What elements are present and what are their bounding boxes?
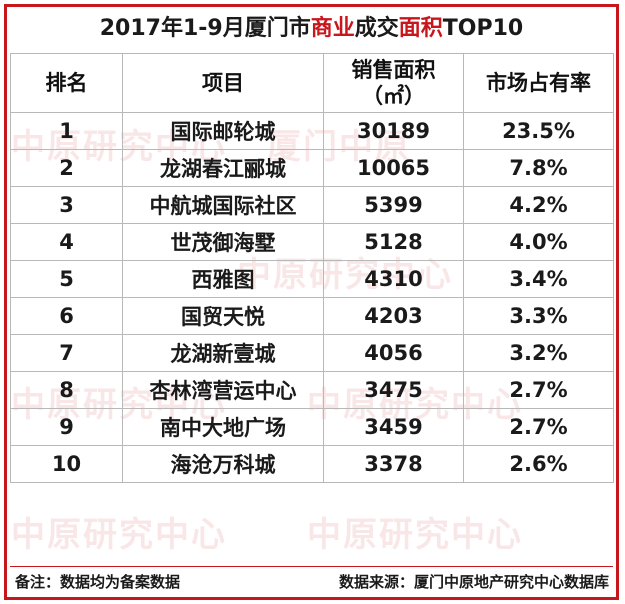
cell-area: 3378 [323,445,464,483]
cell-rank: 9 [10,408,123,446]
header-project: 项目 [122,53,324,113]
table-row: 2 龙湖春江郦城 10065 7.8% [10,149,614,187]
title-part: 成交 [354,16,399,41]
cell-rank: 7 [10,334,123,372]
title-highlight: 面积 [398,16,443,41]
table-row: 1 国际邮轮城 30189 23.5% [10,112,614,150]
cell-area: 5399 [323,186,464,224]
cell-share: 2.7% [463,371,614,409]
cell-project: 海沧万科城 [122,445,324,483]
watermark: 中原研究中心 [307,515,523,555]
cell-project: 龙湖新壹城 [122,334,324,372]
cell-project: 西雅图 [122,260,324,298]
header-row: 排名 项目 销售面积 （㎡） 市场占有率 [10,53,614,113]
header-area-line1: 销售面积 [351,58,436,82]
table-frame: 中原研究中心 厦门中原 中原研究中心 中原研究中心 中原研究中心 中原研究中心 … [4,4,619,600]
footer-note: 备注：数据均为备案数据 [15,573,181,591]
cell-project: 南中大地广场 [122,408,324,446]
cell-area: 10065 [323,149,464,187]
cell-area: 4203 [323,297,464,335]
cell-rank: 5 [10,260,123,298]
cell-project: 中航城国际社区 [122,186,324,224]
header-area-line2: （㎡） [362,84,425,108]
header-area: 销售面积 （㎡） [323,53,464,113]
cell-share: 7.8% [463,149,614,187]
cell-project: 国际邮轮城 [122,112,324,150]
table-row: 8 杏林湾营运中心 3475 2.7% [10,371,614,409]
title-part: TOP10 [442,16,524,41]
cell-project: 国贸天悦 [122,297,324,335]
page-title: 2017年1-9月厦门市商业成交面积TOP10 [7,7,616,51]
ranking-table: 排名 项目 销售面积 （㎡） 市场占有率 1 国际邮轮城 30189 23.5% 2 龙湖春… [10,53,614,483]
header-rank: 排名 [10,53,123,113]
cell-area: 30189 [323,112,464,150]
cell-share: 3.3% [463,297,614,335]
table-row: 4 世茂御海墅 5128 4.0% [10,223,614,261]
cell-rank: 8 [10,371,123,409]
cell-area: 5128 [323,223,464,261]
table-row: 5 西雅图 4310 3.4% [10,260,614,298]
cell-project: 世茂御海墅 [122,223,324,261]
cell-rank: 3 [10,186,123,224]
cell-rank: 1 [10,112,123,150]
cell-share: 2.7% [463,408,614,446]
cell-area: 3475 [323,371,464,409]
cell-rank: 4 [10,223,123,261]
cell-share: 3.4% [463,260,614,298]
cell-share: 23.5% [463,112,614,150]
table-row: 7 龙湖新壹城 4056 3.2% [10,334,614,372]
cell-area: 4310 [323,260,464,298]
title-part: 2017年1-9月厦门市 [99,16,311,41]
table-row: 9 南中大地广场 3459 2.7% [10,408,614,446]
cell-area: 4056 [323,334,464,372]
cell-share: 3.2% [463,334,614,372]
cell-area: 3459 [323,408,464,446]
table-row: 6 国贸天悦 4203 3.3% [10,297,614,335]
cell-project: 杏林湾营运中心 [122,371,324,409]
table-row: 3 中航城国际社区 5399 4.2% [10,186,614,224]
cell-share: 2.6% [463,445,614,483]
footer: 备注：数据均为备案数据 数据来源：厦门中原地产研究中心数据库 [13,571,611,593]
cell-project: 龙湖春江郦城 [122,149,324,187]
cell-rank: 2 [10,149,123,187]
cell-rank: 10 [10,445,123,483]
table-row: 10 海沧万科城 3378 2.6% [10,445,614,483]
footer-divider [10,566,613,567]
footer-source: 数据来源：厦门中原地产研究中心数据库 [338,573,609,591]
cell-rank: 6 [10,297,123,335]
cell-share: 4.0% [463,223,614,261]
cell-share: 4.2% [463,186,614,224]
title-highlight: 商业 [310,16,355,41]
header-share: 市场占有率 [463,53,614,113]
watermark: 中原研究中心 [11,515,227,555]
